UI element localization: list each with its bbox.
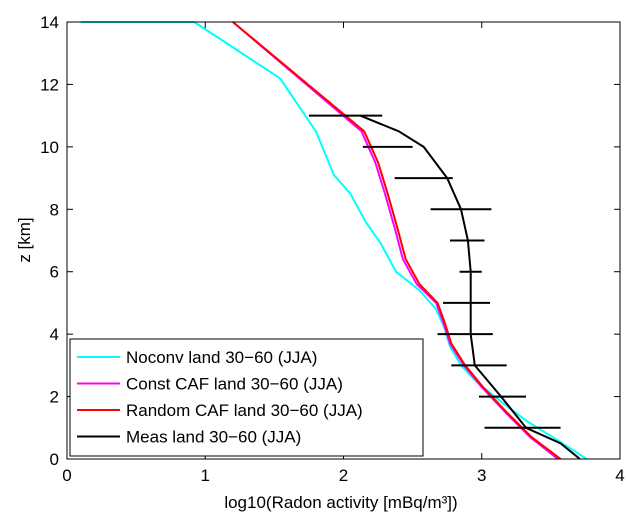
y-tick-label: 6 [50, 263, 59, 282]
y-tick-label: 0 [50, 450, 59, 469]
y-tick-label: 2 [50, 388, 59, 407]
y-tick-label: 12 [40, 75, 59, 94]
y-tick-label: 8 [50, 200, 59, 219]
y-tick-label: 10 [40, 138, 59, 157]
legend-entry: Random CAF land 30−60 (JJA) [126, 401, 363, 420]
x-tick-label: 2 [339, 466, 348, 485]
y-tick-label: 14 [40, 13, 59, 32]
x-tick-label: 3 [477, 466, 486, 485]
x-axis-label: log10(Radon activity [mBq/m³]) [224, 493, 457, 512]
x-tick-label: 1 [201, 466, 210, 485]
x-tick-label: 0 [62, 466, 71, 485]
y-tick-label: 4 [50, 325, 59, 344]
legend-entry: Const CAF land 30−60 (JJA) [126, 375, 343, 394]
y-axis-label: z [km] [15, 217, 34, 262]
legend-entry: Noconv land 30−60 (JJA) [126, 348, 317, 367]
legend: Noconv land 30−60 (JJA) Const CAF land 30… [70, 339, 423, 456]
legend-entry: Meas land 30−60 (JJA) [126, 428, 301, 447]
x-tick-label: 4 [615, 466, 624, 485]
